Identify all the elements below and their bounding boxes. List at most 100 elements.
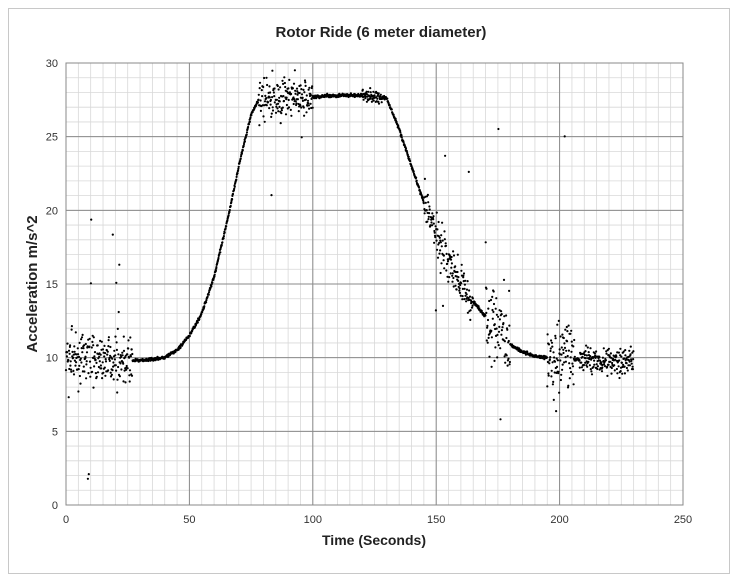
data-point [563, 135, 566, 138]
data-point [616, 351, 619, 354]
data-point [554, 337, 557, 340]
data-point [130, 348, 133, 351]
data-point [562, 351, 565, 355]
data-point [75, 361, 78, 364]
data-point [379, 95, 382, 98]
data-point [304, 81, 307, 84]
data-point [291, 87, 294, 90]
data-point [508, 363, 511, 366]
data-point [89, 366, 92, 369]
data-point [125, 364, 128, 368]
data-point [235, 178, 238, 181]
data-point [626, 369, 629, 372]
data-point [288, 78, 291, 81]
data-point [101, 361, 104, 364]
data-point [78, 374, 81, 378]
data-point [415, 179, 418, 182]
data-point [432, 218, 435, 221]
data-point [505, 354, 508, 357]
data-point [501, 326, 504, 329]
data-point [468, 295, 472, 298]
data-point [118, 375, 121, 378]
data-point [560, 373, 563, 376]
data-point [112, 361, 115, 364]
data-point [555, 357, 558, 360]
data-point [507, 339, 510, 343]
data-point [423, 177, 426, 180]
data-point [124, 381, 127, 384]
data-point [555, 410, 558, 413]
data-point [77, 355, 81, 358]
data-point [498, 325, 501, 328]
data-point [130, 374, 134, 377]
data-point [490, 329, 493, 332]
data-point [546, 385, 549, 388]
data-point [292, 102, 295, 106]
data-point [96, 371, 100, 374]
data-point [628, 349, 631, 352]
data-point [435, 239, 438, 242]
data-point [213, 273, 216, 276]
data-point [623, 372, 627, 375]
data-point [442, 259, 445, 262]
data-point [460, 263, 463, 266]
data-point [497, 330, 501, 333]
data-point [399, 131, 402, 134]
data-point [442, 254, 445, 257]
data-point [268, 96, 271, 99]
data-point [116, 327, 119, 330]
data-point [494, 307, 497, 310]
data-point [507, 357, 510, 360]
data-point [465, 300, 468, 303]
data-point [458, 289, 461, 292]
y-tick-label: 20 [46, 205, 58, 217]
data-point [403, 144, 406, 147]
data-point [428, 205, 431, 208]
data-point [311, 106, 314, 109]
data-point [615, 355, 618, 358]
data-point [452, 250, 455, 253]
data-point [555, 365, 559, 368]
data-point [630, 359, 633, 362]
data-point [67, 349, 71, 352]
data-point [603, 365, 607, 368]
data-point [550, 339, 553, 342]
data-point [621, 372, 624, 375]
data-point [632, 350, 635, 353]
data-point [92, 386, 95, 389]
data-point [508, 324, 511, 327]
data-point [459, 294, 462, 297]
data-point [560, 346, 563, 349]
data-point [452, 285, 455, 288]
data-point [553, 371, 556, 374]
data-point [584, 350, 587, 353]
data-point [486, 324, 489, 327]
data-point [572, 345, 575, 348]
data-point [370, 100, 373, 103]
data-point [91, 370, 94, 373]
data-point [589, 368, 592, 371]
data-point [82, 365, 85, 368]
data-point [622, 363, 625, 366]
data-point [231, 198, 234, 201]
data-point [484, 314, 487, 317]
data-point [406, 151, 409, 155]
data-point [237, 167, 240, 170]
data-point [104, 358, 107, 361]
data-point [294, 89, 297, 92]
data-point [570, 340, 573, 343]
data-point [302, 88, 305, 91]
data-point [245, 133, 248, 136]
data-point [570, 329, 573, 332]
data-point [69, 360, 72, 363]
data-point [249, 116, 252, 119]
data-point [620, 355, 623, 358]
data-point [67, 396, 70, 399]
data-point [502, 278, 506, 281]
data-point [493, 359, 496, 362]
data-point [115, 281, 118, 284]
data-point [293, 69, 296, 72]
data-point [495, 313, 498, 316]
data-point [473, 300, 476, 304]
y-tick-label: 5 [52, 426, 58, 438]
